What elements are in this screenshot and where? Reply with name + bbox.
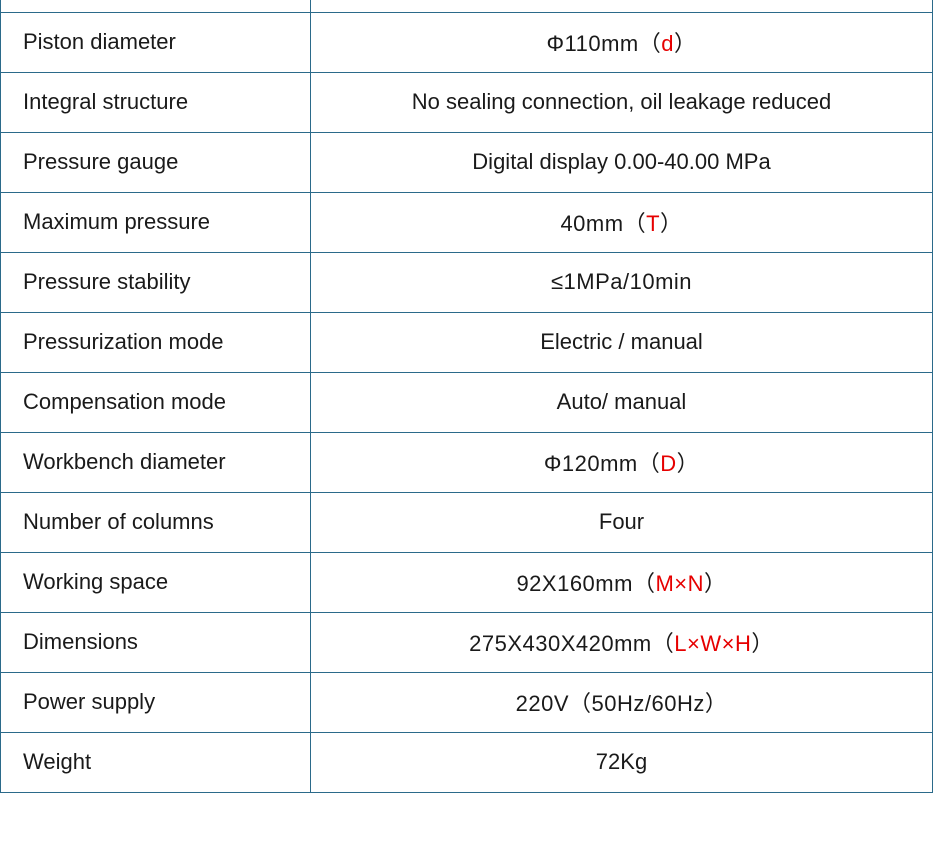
spec-value: No sealing connection, oil leakage reduc… [311, 72, 933, 132]
value-part: 40mm [560, 211, 623, 236]
spec-label: Power supply [1, 672, 311, 732]
spec-value: Four [311, 492, 933, 552]
spec-label: Compensation mode [1, 372, 311, 432]
table-row: Maximum pressure40mm（T） [1, 192, 933, 252]
spec-value: Digital display 0.00-40.00 MPa [311, 132, 933, 192]
spec-value: 92X160mm（M×N） [311, 552, 933, 612]
value-part: （ [633, 571, 656, 596]
spec-table: Piston diameterΦ110mm（d）Integral structu… [0, 0, 933, 793]
spec-value: Auto/ manual [311, 372, 933, 432]
spec-label: Workbench diameter [1, 432, 311, 492]
top-partial-row [1, 0, 933, 12]
spec-label: Pressure gauge [1, 132, 311, 192]
value-part: （ [652, 631, 675, 656]
table-row: Weight 72Kg [1, 732, 933, 792]
value-part: Φ110mm [546, 31, 638, 56]
value-part: No sealing connection, oil leakage reduc… [412, 89, 832, 114]
table-row: Number of columns Four [1, 492, 933, 552]
value-part: Electric / manual [540, 329, 703, 354]
spec-label: Pressure stability [1, 252, 311, 312]
spec-label: Pressurization mode [1, 312, 311, 372]
value-part: L×W×H [674, 631, 751, 656]
spec-value: 40mm（T） [311, 192, 933, 252]
spec-label: Piston diameter [1, 12, 311, 72]
table-row: Compensation mode Auto/ manual [1, 372, 933, 432]
spec-value: 72Kg [311, 732, 933, 792]
value-part: （ [624, 211, 647, 236]
value-part: Auto/ manual [557, 389, 687, 414]
value-part: T [646, 211, 660, 236]
value-part: （ [639, 31, 662, 56]
value-part: Φ120mm [544, 451, 638, 476]
table-row: Power supply 220V（50Hz/60Hz） [1, 672, 933, 732]
table-row: Piston diameterΦ110mm（d） [1, 12, 933, 72]
spec-table-body: Piston diameterΦ110mm（d）Integral structu… [1, 0, 933, 792]
value-part: Digital display 0.00-40.00 MPa [472, 149, 770, 174]
value-part: M×N [655, 571, 704, 596]
value-part: 275X430X420mm [469, 631, 652, 656]
spec-value: Φ110mm（d） [311, 12, 933, 72]
value-part: ） [674, 31, 697, 56]
top-partial-cell-right [311, 0, 933, 12]
table-row: Dimensions275X430X420mm（L×W×H） [1, 612, 933, 672]
value-part: 220V（50Hz/60Hz） [516, 691, 728, 716]
spec-value: 275X430X420mm（L×W×H） [311, 612, 933, 672]
spec-label: Integral structure [1, 72, 311, 132]
value-part: D [660, 451, 676, 476]
spec-label: Number of columns [1, 492, 311, 552]
value-part: ） [751, 631, 774, 656]
table-row: Working space92X160mm（M×N） [1, 552, 933, 612]
table-row: Workbench diameterΦ120mm（D） [1, 432, 933, 492]
table-row: Pressure stability ≤1MPa/10min [1, 252, 933, 312]
spec-value: Φ120mm（D） [311, 432, 933, 492]
value-part: d [661, 31, 674, 56]
top-partial-cell-left [1, 0, 311, 12]
table-row: Integral structure No sealing connection,… [1, 72, 933, 132]
spec-label: Working space [1, 552, 311, 612]
value-part: ） [677, 451, 700, 476]
spec-label: Dimensions [1, 612, 311, 672]
value-part: ≤1MPa/10min [551, 269, 692, 294]
value-part: 92X160mm [516, 571, 633, 596]
spec-value: ≤1MPa/10min [311, 252, 933, 312]
spec-label: Weight [1, 732, 311, 792]
table-row: Pressure gauge Digital display 0.00-40.00… [1, 132, 933, 192]
value-part: （ [638, 451, 661, 476]
value-part: Four [599, 509, 644, 534]
spec-value: Electric / manual [311, 312, 933, 372]
value-part: 72Kg [596, 749, 647, 774]
spec-label: Maximum pressure [1, 192, 311, 252]
spec-value: 220V（50Hz/60Hz） [311, 672, 933, 732]
table-row: Pressurization mode Electric / manual [1, 312, 933, 372]
value-part: ） [660, 211, 683, 236]
value-part: ） [704, 571, 727, 596]
